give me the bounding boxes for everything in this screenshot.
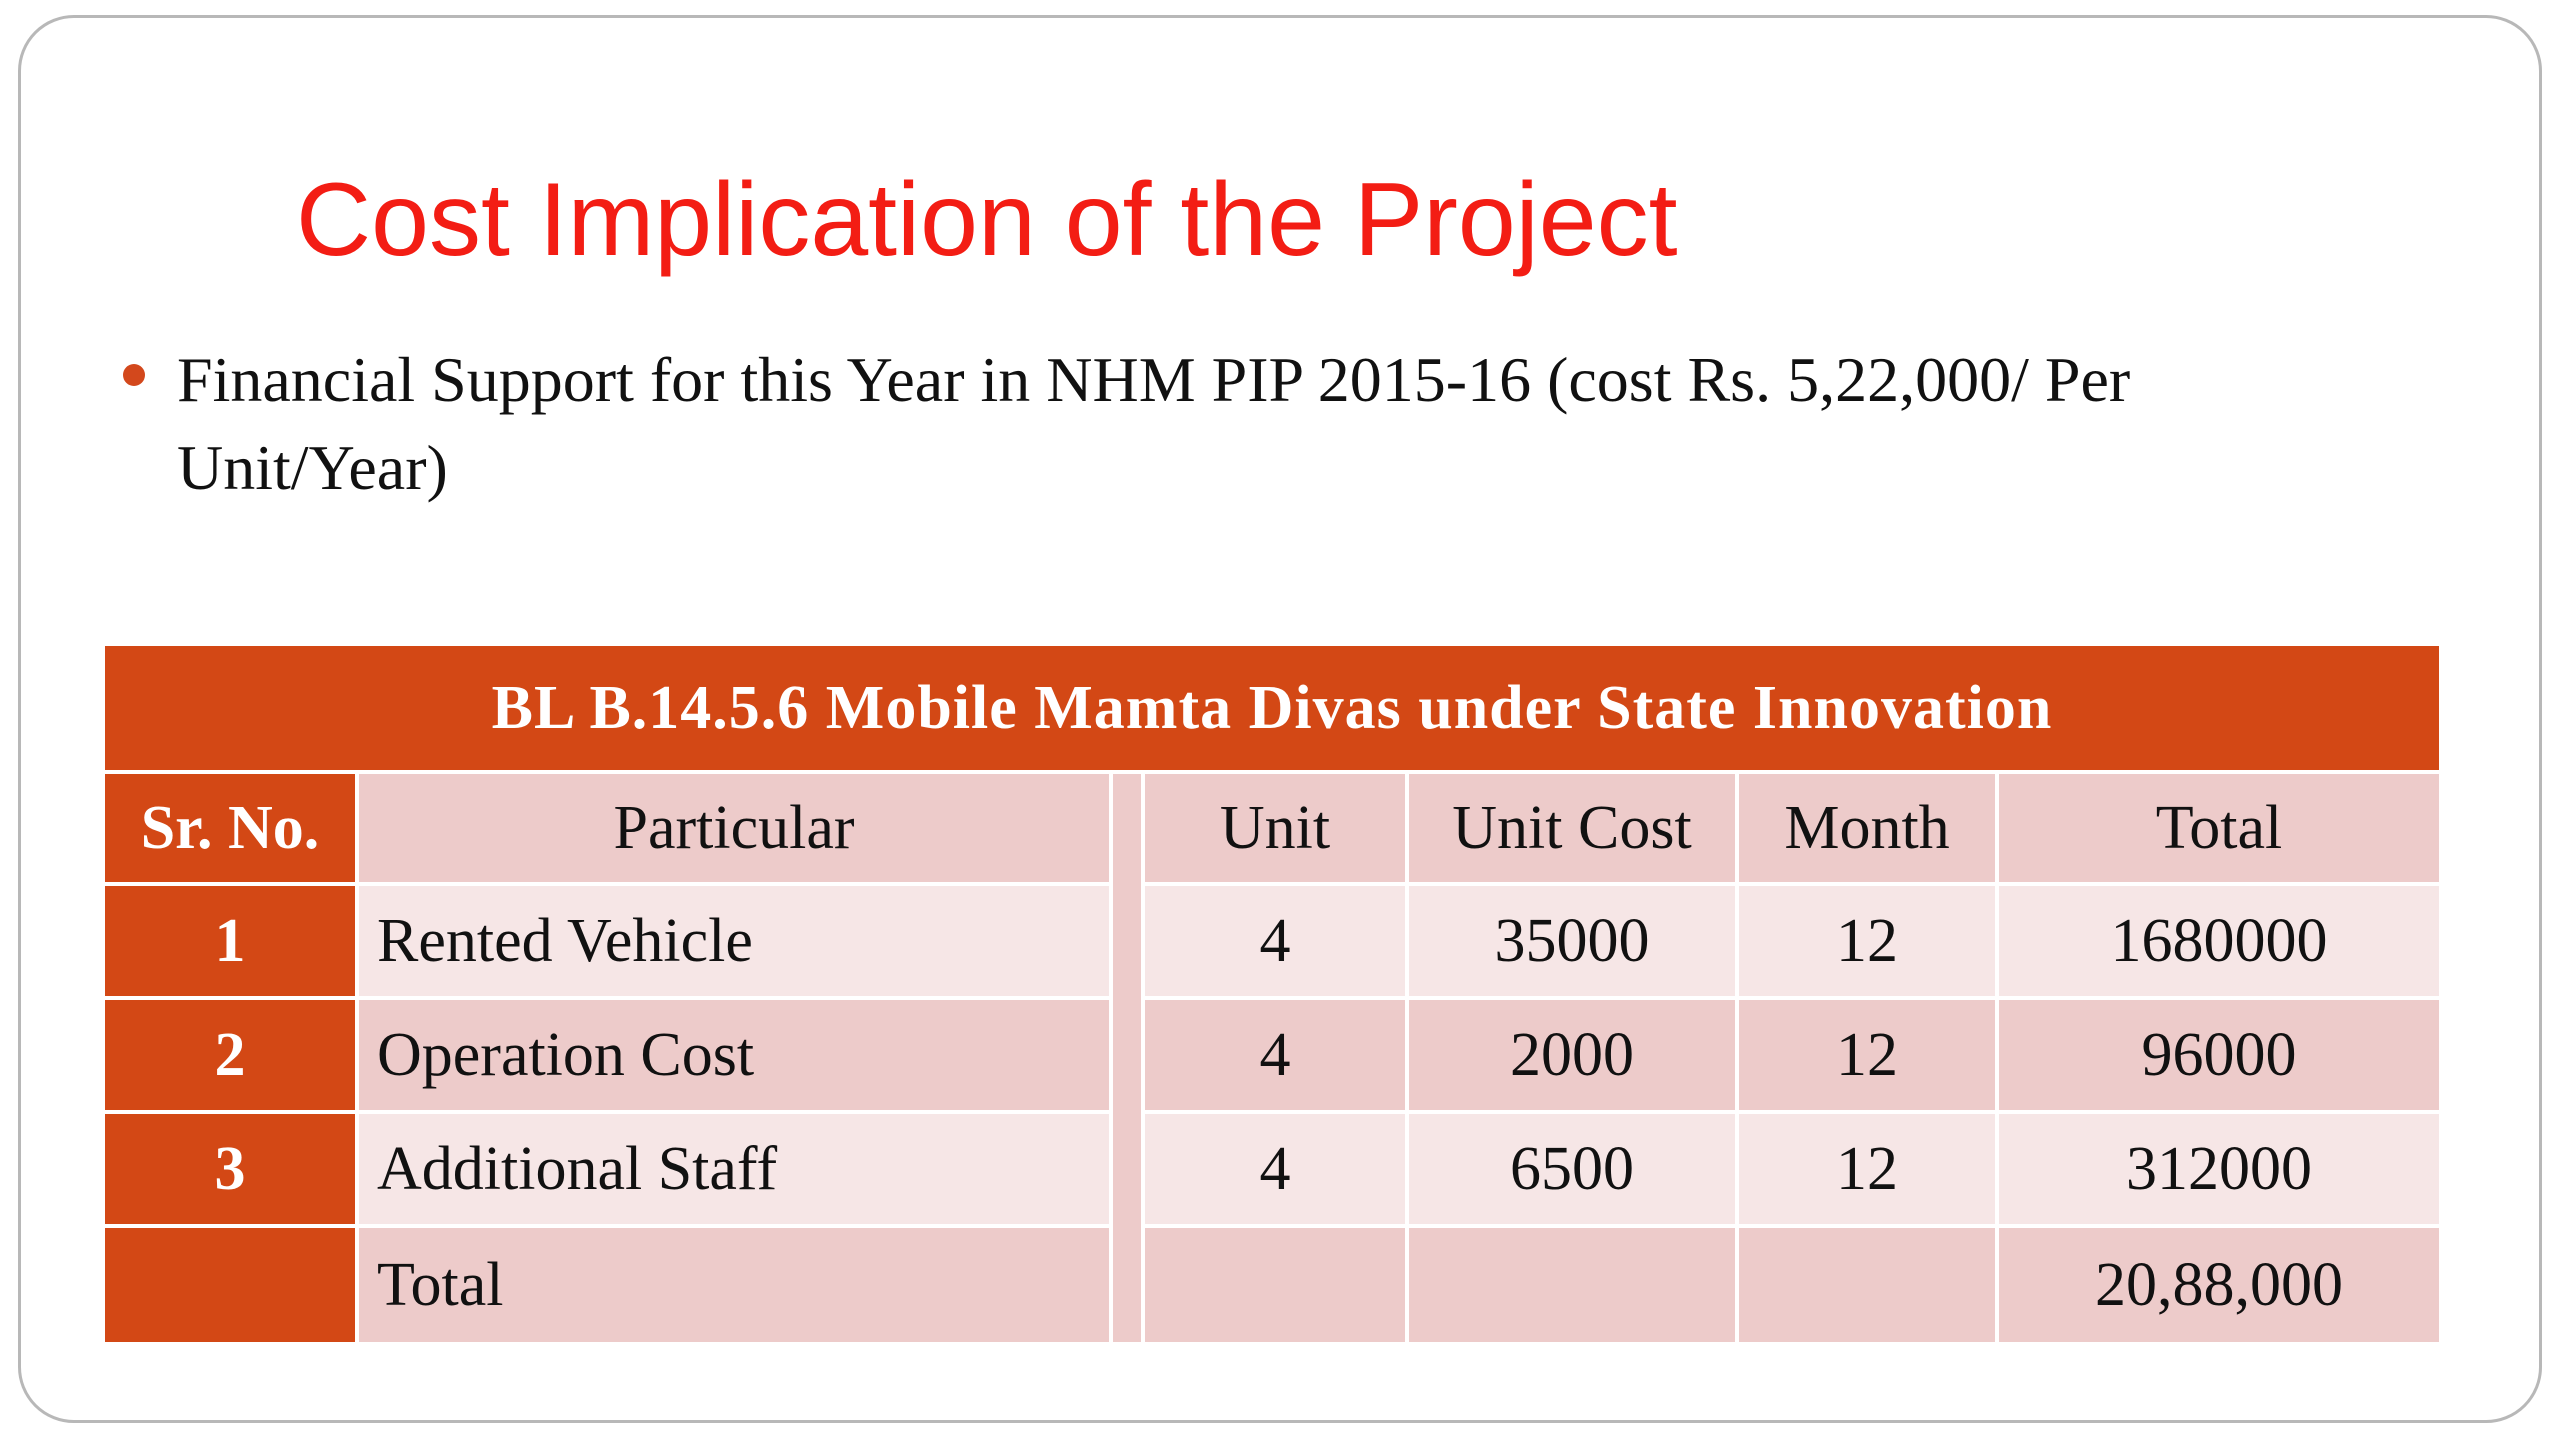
row-1-particular: Rented Vehicle xyxy=(359,886,1109,996)
total-row-label: Total xyxy=(359,1228,1109,1342)
table-spacer-column xyxy=(1113,774,1141,1342)
total-row-month xyxy=(1739,1228,1995,1342)
header-unit-cost: Unit Cost xyxy=(1409,774,1735,882)
total-row-total: 20,88,000 xyxy=(1999,1228,2439,1342)
slide: Cost Implication of the Project Financia… xyxy=(18,15,2542,1423)
row-3-particular: Additional Staff xyxy=(359,1114,1109,1224)
row-2-total: 96000 xyxy=(1999,1000,2439,1110)
slide-title: Cost Implication of the Project xyxy=(296,162,1678,278)
row-3-unit: 4 xyxy=(1145,1114,1405,1224)
table-caption: BL B.14.5.6 Mobile Mamta Divas under Sta… xyxy=(105,646,2439,770)
row-3-unit-cost: 6500 xyxy=(1409,1114,1735,1224)
row-1-unit: 4 xyxy=(1145,886,1405,996)
row-2-sr-no: 2 xyxy=(105,1000,355,1110)
row-1-unit-cost: 35000 xyxy=(1409,886,1735,996)
header-sr-no: Sr. No. xyxy=(105,774,355,882)
header-unit: Unit xyxy=(1145,774,1405,882)
row-3-total: 312000 xyxy=(1999,1114,2439,1224)
table-grid: Sr. No. Particular Unit Unit Cost Month … xyxy=(105,774,2439,1342)
bullet-dot-icon xyxy=(123,364,145,386)
row-2-unit: 4 xyxy=(1145,1000,1405,1110)
row-2-month: 12 xyxy=(1739,1000,1995,1110)
total-row-unit xyxy=(1145,1228,1405,1342)
row-2-unit-cost: 2000 xyxy=(1409,1000,1735,1110)
row-1-total: 1680000 xyxy=(1999,886,2439,996)
row-1-sr-no: 1 xyxy=(105,886,355,996)
row-3-month: 12 xyxy=(1739,1114,1995,1224)
total-row-sr-no xyxy=(105,1228,355,1342)
row-3-sr-no: 3 xyxy=(105,1114,355,1224)
cost-table: BL B.14.5.6 Mobile Mamta Divas under Sta… xyxy=(105,646,2439,1346)
bullet-text: Financial Support for this Year in NHM P… xyxy=(177,344,2131,503)
header-particular: Particular xyxy=(359,774,1109,882)
total-row-unit-cost xyxy=(1409,1228,1735,1342)
row-2-particular: Operation Cost xyxy=(359,1000,1109,1110)
header-month: Month xyxy=(1739,774,1995,882)
row-1-month: 12 xyxy=(1739,886,1995,996)
header-total: Total xyxy=(1999,774,2439,882)
